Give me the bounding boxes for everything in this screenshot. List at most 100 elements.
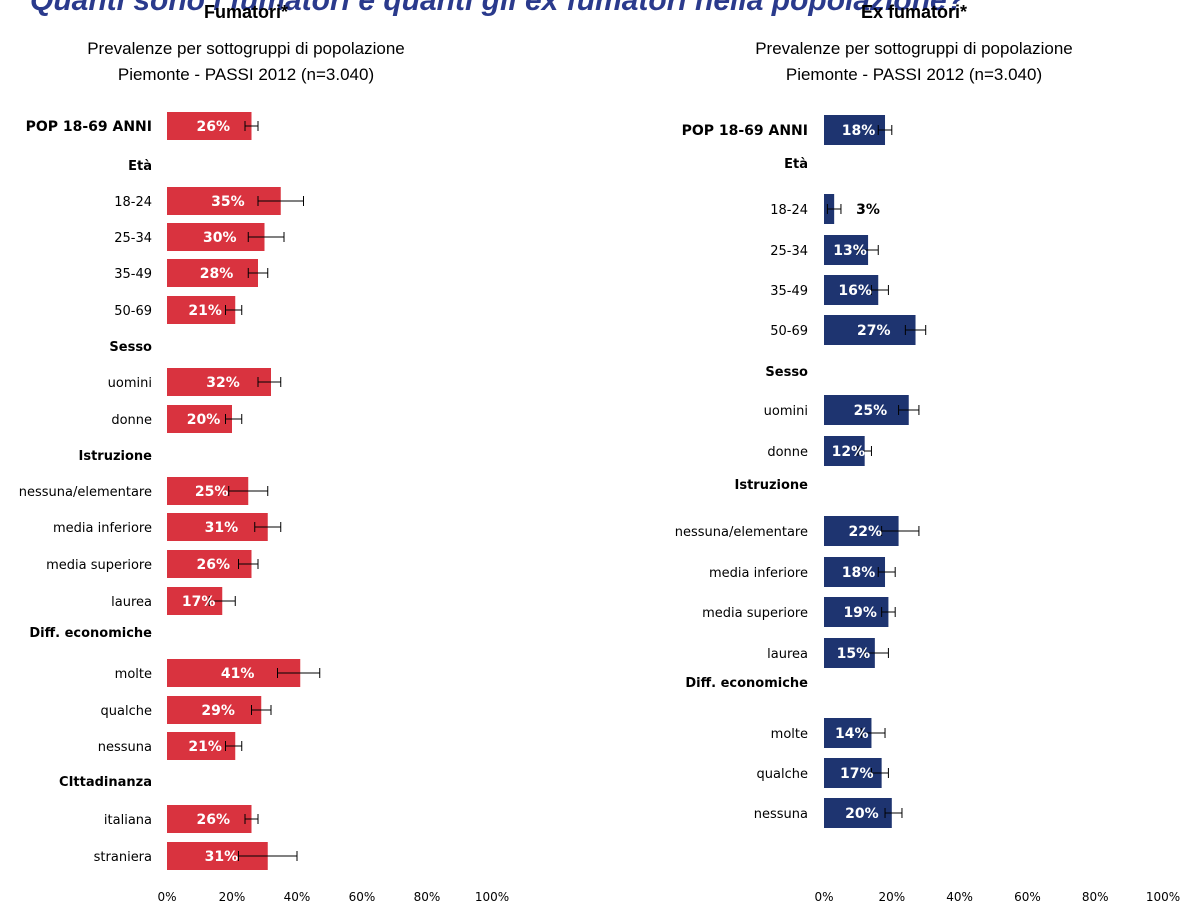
value-label: 12% — [832, 444, 866, 460]
chart-fumatori: Fumatori* Prevalenze per sottogruppi di p… — [19, 2, 509, 904]
bar — [167, 112, 252, 140]
category-label: media inferiore — [709, 566, 808, 581]
x-tick-label: 0% — [814, 890, 833, 904]
x-tick-label: 60% — [349, 890, 376, 904]
chart-ex-fumatori: Ex fumatori* Prevalenze per sottogruppi d… — [675, 2, 1180, 904]
group-header: Istruzione — [735, 478, 809, 493]
group-header: Età — [128, 159, 152, 174]
category-label: POP 18-69 ANNI — [26, 119, 152, 135]
value-label: 14% — [835, 726, 869, 742]
bar — [824, 597, 889, 627]
value-label: 3% — [856, 202, 880, 218]
value-label: 26% — [196, 812, 230, 828]
value-label: 19% — [843, 605, 877, 621]
category-label: 35-49 — [114, 267, 152, 282]
value-label: 21% — [188, 739, 222, 755]
chart-subtitle: Piemonte - PASSI 2012 (n=3.040) — [786, 65, 1042, 84]
category-label: laurea — [767, 647, 808, 662]
category-label: qualche — [757, 767, 808, 782]
group-header: Diff. economiche — [29, 626, 152, 641]
bar — [824, 395, 909, 425]
value-label: 18% — [842, 565, 876, 581]
x-tick-label: 100% — [1146, 890, 1180, 904]
category-label: donne — [767, 445, 808, 460]
bar — [167, 513, 268, 541]
category-label: italiana — [104, 813, 152, 828]
x-tick-label: 20% — [878, 890, 905, 904]
group-header: CIttadinanza — [59, 775, 152, 790]
value-label: 29% — [201, 703, 235, 719]
category-label: nessuna — [754, 807, 808, 822]
value-label: 27% — [857, 323, 891, 339]
chart-subtitle: Prevalenze per sottogruppi di popolazion… — [755, 39, 1073, 58]
bar — [167, 696, 262, 724]
category-label: uomini — [108, 376, 152, 391]
value-label: 17% — [182, 594, 216, 610]
page-banner-title: Quanti sono i fumatori e quanti gli ex f… — [0, 0, 1185, 16]
x-tick-label: 60% — [1014, 890, 1041, 904]
value-label: 32% — [206, 375, 240, 391]
bar — [824, 115, 886, 145]
value-label: 30% — [203, 230, 237, 246]
bar — [824, 275, 879, 305]
category-label: nessuna — [98, 740, 152, 755]
chart-title: Fumatori* — [204, 2, 288, 22]
category-label: 18-24 — [114, 195, 152, 210]
bar — [167, 368, 271, 396]
value-label: 31% — [205, 849, 239, 865]
category-label: media superiore — [702, 606, 808, 621]
category-label: molte — [115, 667, 152, 682]
value-label: 15% — [837, 646, 871, 662]
x-tick-label: 40% — [284, 890, 311, 904]
x-tick-label: 80% — [414, 890, 441, 904]
value-label: 22% — [849, 524, 883, 540]
x-tick-label: 100% — [475, 890, 509, 904]
chart-subtitle: Piemonte - PASSI 2012 (n=3.040) — [118, 65, 374, 84]
value-label: 21% — [188, 303, 222, 319]
category-label: media inferiore — [53, 521, 152, 536]
category-label: nessuna/elementare — [19, 485, 152, 500]
value-label: 25% — [854, 403, 888, 419]
bar — [824, 798, 892, 828]
bar — [167, 550, 252, 578]
group-header: Età — [784, 157, 808, 172]
x-tick-label: 20% — [219, 890, 246, 904]
value-label: 28% — [200, 266, 234, 282]
category-label: straniera — [94, 850, 152, 865]
value-label: 16% — [838, 283, 872, 299]
bar — [167, 405, 232, 433]
category-label: qualche — [101, 704, 152, 719]
x-tick-label: 80% — [1082, 890, 1109, 904]
category-label: 35-49 — [770, 284, 808, 299]
value-label: 26% — [196, 557, 230, 573]
category-label: 18-24 — [770, 203, 808, 218]
value-label: 41% — [221, 666, 255, 682]
category-label: 25-34 — [770, 244, 808, 259]
chart-subtitle: Prevalenze per sottogruppi di popolazion… — [87, 39, 405, 58]
category-label: molte — [771, 727, 808, 742]
bar — [167, 296, 236, 324]
category-label: 50-69 — [770, 324, 808, 339]
bar — [167, 732, 236, 760]
value-label: 18% — [842, 123, 876, 139]
chart-title: Ex fumatori* — [861, 2, 967, 22]
value-label: 31% — [205, 520, 239, 536]
category-label: 50-69 — [114, 304, 152, 319]
group-header: Istruzione — [79, 449, 153, 464]
value-label: 13% — [833, 243, 867, 259]
value-label: 20% — [845, 806, 879, 822]
category-label: media superiore — [46, 558, 152, 573]
category-label: POP 18-69 ANNI — [682, 123, 808, 139]
value-label: 20% — [187, 412, 221, 428]
bar — [824, 315, 916, 345]
category-label: uomini — [764, 404, 808, 419]
category-label: nessuna/elementare — [675, 525, 808, 540]
category-label: donne — [111, 413, 152, 428]
group-header: Diff. economiche — [685, 676, 808, 691]
group-header: Sesso — [765, 365, 808, 380]
group-header: Sesso — [109, 340, 152, 355]
value-label: 26% — [196, 119, 230, 135]
bar — [167, 259, 258, 287]
bar — [167, 805, 252, 833]
